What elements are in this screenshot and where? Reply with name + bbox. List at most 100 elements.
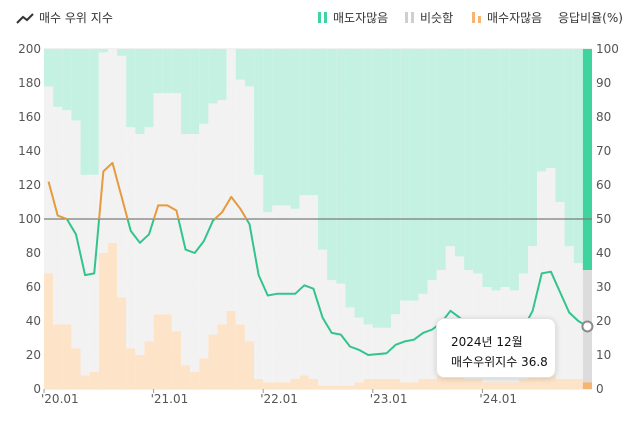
bar-sellers-many — [199, 49, 209, 124]
bar-similar — [235, 79, 245, 325]
bar-sellers-many — [537, 49, 547, 172]
left-axis-tick-label: 140 — [18, 144, 41, 158]
bar-sellers-many — [80, 49, 90, 175]
bar-buyers-many — [318, 385, 328, 389]
bar-sellers-many — [372, 49, 382, 328]
bar-sellers-many — [117, 49, 127, 56]
axis-tick-labels: 0 20 40 60 80 100 120 140 160 180 200 0 10 20 30 40 50 60… — [18, 42, 619, 406]
bar-similar — [117, 55, 127, 298]
x-axis-tick-label: '21.01 — [151, 392, 189, 406]
bar-sellers-many — [445, 49, 455, 247]
legend-label-buy-index: 매수 우위 지수 — [39, 11, 113, 25]
tooltip-value: 매수우위지수 36.8 — [451, 355, 548, 369]
right-axis-tick-label: 50 — [596, 212, 611, 226]
bar-buyers-many — [327, 385, 337, 389]
bar-buyers-many — [190, 372, 200, 389]
bar-buyers-many — [80, 375, 90, 389]
left-axis-tick-label: 100 — [18, 212, 41, 226]
bar-buyers-many — [345, 385, 355, 389]
bar-sellers-many — [555, 49, 565, 202]
bar-similar — [244, 86, 255, 342]
bar-similar — [107, 49, 118, 243]
bar-buyers-many — [491, 382, 501, 389]
bar-similar — [153, 93, 163, 315]
left-axis-tick-label: 60 — [26, 280, 41, 294]
bar-buyers-many — [381, 378, 392, 389]
bar-buyers-many — [354, 382, 364, 389]
right-axis-tick-label: 80 — [596, 110, 611, 124]
bar-sellers-many — [299, 49, 309, 196]
bar-sellers-many — [491, 49, 501, 291]
legend-label-buyers-many: 매수자많음 — [487, 11, 543, 25]
bar-buyers-many — [400, 382, 410, 389]
right-axis-tick-label: 10 — [596, 348, 611, 362]
bar-similar — [409, 300, 419, 383]
bar-buyers-many — [44, 273, 54, 389]
bar-sellers-many — [363, 49, 373, 325]
bar-buyers-many — [290, 378, 300, 389]
left-axis-tick-label: 40 — [26, 314, 41, 328]
bar-swatch-icon — [318, 12, 328, 23]
legend-item-buy-index[interactable]: 매수 우위 지수 — [16, 9, 113, 26]
bar-buyers-many — [336, 385, 346, 389]
bar-buyers-many — [409, 382, 419, 389]
bar-buyers-many — [135, 355, 145, 389]
bar-sellers-many — [327, 49, 337, 281]
data-tooltip: 2024년 12월 매수우위지수 36.8 — [436, 318, 556, 378]
chart-legend: 매수 우위 지수 매도자많음 비슷함 매수자많음 응답비율(%) — [0, 6, 626, 28]
bar-sellers-many — [381, 49, 392, 328]
bar-buyers-many — [162, 314, 172, 389]
bar-buyers-many — [144, 341, 154, 389]
bar-sellers-many — [181, 49, 191, 134]
bar-sellers-many — [564, 49, 574, 247]
bar-similar — [363, 324, 373, 379]
bar-sellers-many — [171, 49, 181, 94]
bar-buyers-many — [436, 375, 446, 389]
right-axis-tick-label: 30 — [596, 280, 611, 294]
bar-sellers-many — [98, 49, 108, 53]
bar-buyers-many — [564, 378, 574, 389]
bar-sellers-many — [208, 49, 218, 104]
bar-sellers-many — [582, 49, 592, 270]
bar-sellers-many — [162, 49, 172, 94]
bar-sellers-many — [500, 49, 510, 287]
line-segment-above-100 — [47, 181, 68, 220]
bar-sellers-many — [254, 49, 264, 175]
bar-sellers-many — [244, 49, 255, 87]
bar-similar — [308, 195, 318, 379]
bar-buyers-many — [455, 375, 465, 389]
bar-swatch-icon — [472, 12, 482, 23]
bar-similar — [455, 256, 465, 376]
bar-sellers-many — [418, 49, 428, 294]
bar-buyers-many — [71, 348, 81, 389]
bar-similar — [546, 168, 556, 372]
bar-sellers-many — [144, 49, 154, 128]
bar-buyers-many — [263, 382, 273, 389]
bar-buyers-many — [573, 378, 583, 389]
bar-sellers-many — [290, 49, 300, 209]
bar-buyers-many — [464, 378, 474, 389]
bar-buyers-many — [53, 324, 63, 389]
bar-sellers-many — [62, 49, 72, 111]
bar-similar — [445, 246, 455, 372]
legend-item-sellers-many[interactable]: 매도자많음 — [318, 9, 388, 26]
legend-item-buyers-many[interactable]: 매수자많음 — [472, 9, 542, 26]
legend-item-similar[interactable]: 비슷함 — [405, 9, 453, 26]
line-segment-above-100 — [214, 195, 248, 220]
bar-sellers-many — [528, 49, 538, 247]
tooltip-date: 2024년 12월 — [451, 335, 523, 349]
bar-sellers-many — [318, 49, 328, 250]
line-segment-below-100 — [177, 218, 216, 254]
line-segment-above-100 — [98, 161, 129, 220]
bar-buyers-many — [98, 253, 108, 389]
right-axis-tick-label: 40 — [596, 246, 611, 260]
bar-sellers-many — [89, 49, 99, 175]
x-axis-tick-label: '20.01 — [41, 392, 79, 406]
bar-sellers-many — [53, 49, 63, 107]
line-segment-below-100 — [65, 218, 101, 277]
bar-buyers-many — [171, 331, 181, 389]
bar-sellers-many — [573, 49, 583, 264]
bar-sellers-many — [409, 49, 419, 301]
bar-similar — [126, 127, 136, 349]
